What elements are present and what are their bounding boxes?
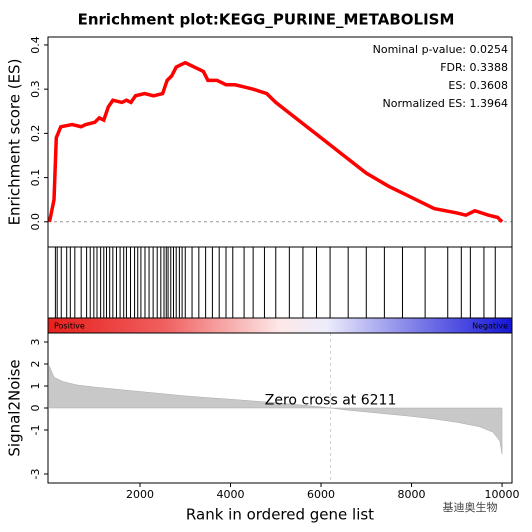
x-tick-label: 2000: [126, 488, 154, 501]
y-axis-label: Enrichment score (ES): [6, 59, 24, 226]
stat-annotation: FDR: 0.3388: [440, 61, 508, 74]
y-tick-label: -1: [29, 425, 42, 436]
stat-annotation: Normalized ES: 1.3964: [382, 97, 508, 110]
color-bar-label: Positive: [54, 322, 85, 331]
zero-cross-label: Zero cross at 6211: [265, 392, 397, 408]
stat-annotation: Nominal p-value: 0.0254: [373, 43, 508, 56]
x-tick-label: 4000: [217, 488, 245, 501]
y-tick-label: 2: [29, 361, 42, 368]
x-tick-label: 10000: [485, 488, 520, 501]
x-tick-label: 8000: [398, 488, 426, 501]
y-tick-label: 0.3: [29, 80, 42, 98]
y-axis-label: Signal2Noise: [6, 359, 24, 456]
watermark: 基迪奥生物: [443, 500, 498, 514]
color-bar-label: Negative: [472, 322, 508, 331]
stat-annotation: ES: 0.3608: [448, 79, 508, 92]
chart-title: Enrichment plot:KEGG_PURINE_METABOLISM: [78, 11, 455, 29]
y-tick-label: -3: [29, 468, 42, 479]
x-axis-label: Rank in ordered gene list: [186, 506, 374, 524]
y-tick-label: 0.4: [29, 36, 42, 54]
y-tick-label: 0.1: [29, 169, 42, 187]
panel-frame: [47, 332, 513, 484]
panel-frame: [47, 246, 513, 319]
color-bar: [48, 318, 512, 333]
x-tick-label: 6000: [307, 488, 335, 501]
y-tick-label: 0: [29, 405, 42, 412]
y-tick-label: 3: [29, 339, 42, 346]
es-line: [47, 60, 504, 224]
y-tick-label: 1: [29, 383, 42, 390]
y-tick-label: 0.2: [29, 125, 42, 143]
y-tick-label: 0.0: [29, 213, 42, 231]
signal-area: [49, 366, 503, 455]
